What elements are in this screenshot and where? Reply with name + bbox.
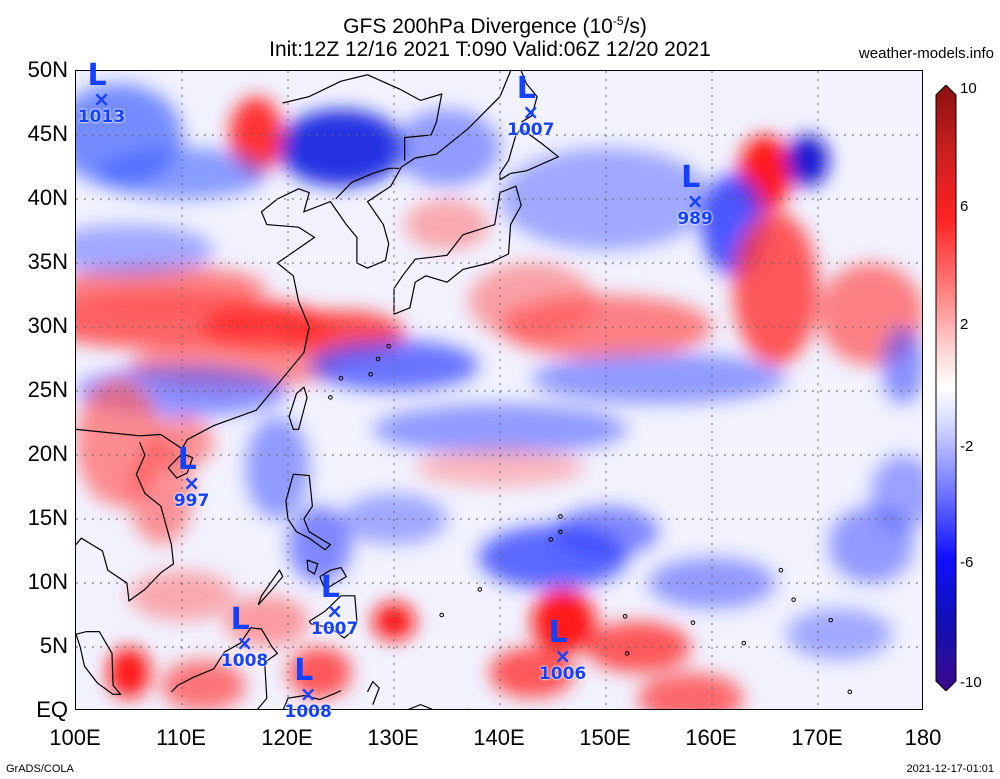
low-pressure-value: 1006	[538, 663, 587, 684]
colorbar-label: 6	[960, 198, 969, 215]
low-center-x: ×	[554, 643, 571, 668]
lat-label: 40N	[27, 185, 68, 210]
lat-label: 30N	[27, 313, 68, 338]
divergence-map	[75, 70, 923, 710]
lon-label: 110E	[156, 725, 206, 750]
low-letter: L	[177, 442, 197, 477]
lon-label: 100E	[49, 725, 101, 750]
colorbar-label: -10	[960, 674, 982, 691]
low-pressure-marker: L × 997	[168, 442, 216, 511]
low-letter: L	[548, 614, 568, 650]
low-center-x: ×	[236, 631, 253, 655]
low-letter: L	[516, 70, 536, 106]
lat-label: 35N	[27, 249, 68, 274]
low-pressure-value: 1007	[507, 119, 555, 140]
low-pressure-value: 1008	[284, 702, 332, 723]
lon-label: 180	[904, 725, 942, 750]
low-pressure-marker: L × 1006	[538, 614, 587, 684]
chart-title: GFS 200hPa Divergence (10-5/s)	[343, 14, 647, 38]
low-center-x: ×	[93, 87, 110, 111]
map-field	[76, 71, 922, 709]
site-name: weather-models.info	[858, 45, 994, 62]
lat-label: 20N	[27, 441, 68, 466]
low-pressure-value: 1013	[77, 107, 126, 127]
lon-label: 140E	[473, 725, 525, 750]
lat-label: 45N	[27, 121, 68, 146]
lat-label: 50N	[27, 57, 68, 82]
footer-timestamp: 2021-12-17-01:01	[906, 763, 994, 775]
lat-label: EQ	[36, 697, 68, 722]
low-pressure-value: 997	[173, 491, 210, 511]
footer-credit: GrADS/COLA	[6, 763, 74, 775]
lon-label: 160E	[685, 725, 737, 750]
low-letter: L	[230, 602, 250, 637]
low-center-x: ×	[522, 99, 540, 124]
low-letter: L	[87, 58, 107, 93]
low-letter: L	[320, 570, 340, 605]
low-pressure-marker: L × 1007	[311, 570, 359, 639]
low-center-x: ×	[686, 189, 704, 214]
low-pressure-marker: L × 1013	[77, 58, 126, 127]
colorbar	[935, 85, 957, 691]
colorbar-label: 10	[960, 80, 977, 97]
lat-label: 25N	[27, 377, 68, 402]
low-center-x: ×	[183, 471, 200, 495]
low-pressure-marker: L × 1008	[220, 602, 269, 671]
low-pressure-marker: L × 1008	[284, 653, 332, 723]
colorbar-label: -6	[960, 554, 974, 571]
lon-label: 170E	[791, 725, 843, 750]
low-center-x: ×	[326, 599, 344, 623]
low-pressure-marker: L × 1007	[507, 70, 555, 140]
lat-label: 15N	[27, 505, 68, 530]
lat-label: 10N	[27, 569, 68, 594]
low-pressure-value: 1007	[311, 619, 359, 639]
lon-label: 120E	[261, 725, 313, 750]
lon-label: 150E	[579, 725, 631, 750]
colorbar-label: 2	[960, 316, 969, 333]
colorbar-label: -2	[960, 438, 974, 455]
low-pressure-value: 1008	[220, 651, 269, 671]
lat-label: 5N	[39, 633, 68, 658]
low-letter: L	[294, 653, 314, 689]
lon-label: 130E	[367, 725, 419, 750]
chart-subtitle: Init:12Z 12/16 2021 T:090 Valid:06Z 12/2…	[269, 38, 711, 61]
low-center-x: ×	[299, 682, 317, 707]
low-pressure-value: 989	[677, 209, 713, 230]
low-pressure-marker: L × 989	[671, 160, 719, 230]
low-letter: L	[681, 160, 701, 196]
